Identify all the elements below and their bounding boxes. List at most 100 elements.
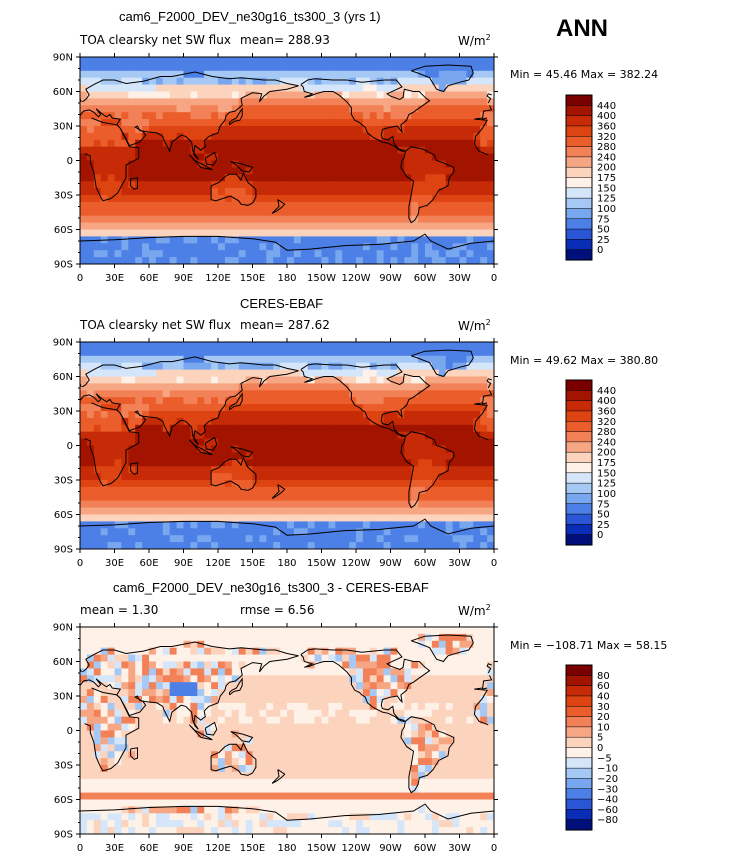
map-grid-cell <box>259 383 267 391</box>
map-grid-cell <box>162 535 171 543</box>
map-grid-cell <box>445 369 454 378</box>
map-grid-cell <box>397 542 405 549</box>
map-grid-cell <box>293 355 302 364</box>
map-grid-cell <box>162 243 171 251</box>
map-grid-cell <box>445 139 454 148</box>
map-grid-cell <box>142 627 150 635</box>
map-grid-cell <box>397 390 405 398</box>
map-grid-cell <box>107 383 116 391</box>
map-grid-cell <box>218 208 226 217</box>
colorbar-label: 240 <box>597 152 616 163</box>
map-grid-cell <box>273 376 281 384</box>
map-grid-cell <box>321 452 329 460</box>
map-grid-cell <box>328 507 336 516</box>
map-grid-cell <box>411 514 419 522</box>
map-grid-cell <box>86 146 95 155</box>
map-grid-cell <box>356 188 364 196</box>
map-grid-cell <box>114 452 122 460</box>
map-grid-cell <box>342 342 350 350</box>
map-grid-cell <box>356 57 364 65</box>
map-grid-cell <box>259 627 267 635</box>
map-grid-cell <box>86 459 95 467</box>
lon-tick-label: 120W <box>342 558 371 569</box>
map-grid-cell <box>431 70 440 79</box>
map-grid-cell <box>335 383 343 391</box>
map-grid-cell <box>487 744 494 752</box>
map-grid-cell <box>487 250 494 258</box>
map-grid-cell <box>431 675 440 683</box>
map-grid-cell <box>404 229 412 237</box>
map-grid-cell <box>397 633 405 642</box>
map-grid-cell <box>473 146 481 155</box>
map-grid-cell <box>473 383 481 391</box>
lon-tick-label: 30E <box>105 273 124 284</box>
map-grid-cell <box>349 195 357 203</box>
map-grid-cell <box>93 696 102 704</box>
map-grid-cell <box>356 160 364 168</box>
map-grid-cell <box>356 91 364 99</box>
map-grid-cell <box>328 167 336 175</box>
map-grid-cell <box>93 473 102 481</box>
map-grid-cell <box>328 126 336 134</box>
map-grid-cell <box>128 188 136 196</box>
map-grid-cell <box>293 682 302 690</box>
map-grid-cell <box>245 369 254 378</box>
map-grid-cell <box>445 257 454 264</box>
map-grid-cell <box>287 70 295 79</box>
map-grid-cell <box>390 452 398 460</box>
map-grid-cell <box>293 459 302 467</box>
map-grid-cell <box>135 160 143 168</box>
map-grid-cell <box>328 195 336 203</box>
map-grid-cell <box>356 633 364 642</box>
map-grid-cell <box>273 696 281 704</box>
map-grid-cell <box>259 208 267 217</box>
lon-tick-label: 30W <box>448 273 471 284</box>
map-grid-cell <box>252 640 260 649</box>
map-grid-cell <box>190 404 198 412</box>
map-grid-cell <box>321 696 329 704</box>
map-grid-cell <box>390 77 398 86</box>
map-grid-cell <box>204 376 212 384</box>
map-grid-cell <box>473 500 481 509</box>
map-grid-cell <box>252 528 260 536</box>
map-grid-cell <box>314 77 323 86</box>
map-grid-cell <box>300 348 309 357</box>
map-grid-cell <box>197 647 205 656</box>
map-grid-cell <box>480 682 488 690</box>
map-grid-cell <box>314 424 323 433</box>
map-grid-cell <box>114 431 122 440</box>
map-grid-cell <box>273 404 281 412</box>
map-grid-cell <box>238 362 247 371</box>
map-grid-cell <box>369 369 378 378</box>
map-grid-cell <box>169 132 178 141</box>
map-grid-cell <box>197 411 205 419</box>
map-grid-cell <box>224 452 233 460</box>
map-grid-cell <box>100 445 109 453</box>
map-grid-cell <box>411 91 419 99</box>
map-grid-cell <box>128 689 136 697</box>
map-grid-cell <box>273 507 281 516</box>
map-grid-cell <box>369 70 378 79</box>
map-grid-cell <box>438 661 447 669</box>
map-grid-cell <box>211 445 219 453</box>
map-grid-cell <box>411 716 419 725</box>
map-grid-cell <box>445 431 454 440</box>
map-grid-cell <box>211 390 219 398</box>
map-grid-cell <box>280 696 288 704</box>
map-grid-cell <box>231 647 240 656</box>
map-grid-cell <box>466 139 474 148</box>
map-grid-cell <box>224 91 233 99</box>
map-grid-cell <box>452 709 461 718</box>
map-grid-cell <box>128 167 136 175</box>
map-grid-cell <box>328 723 336 732</box>
map-grid-cell <box>197 342 205 350</box>
map-grid-cell <box>425 723 433 732</box>
map-grid-cell <box>204 675 212 683</box>
map-grid-cell <box>155 723 164 732</box>
map-grid-cell <box>238 633 247 642</box>
map-grid-cell <box>466 222 474 231</box>
map-grid-cell <box>418 661 426 669</box>
map-grid-cell <box>252 675 260 683</box>
map-grid-cell <box>224 535 233 543</box>
map-grid-cell <box>183 167 191 175</box>
